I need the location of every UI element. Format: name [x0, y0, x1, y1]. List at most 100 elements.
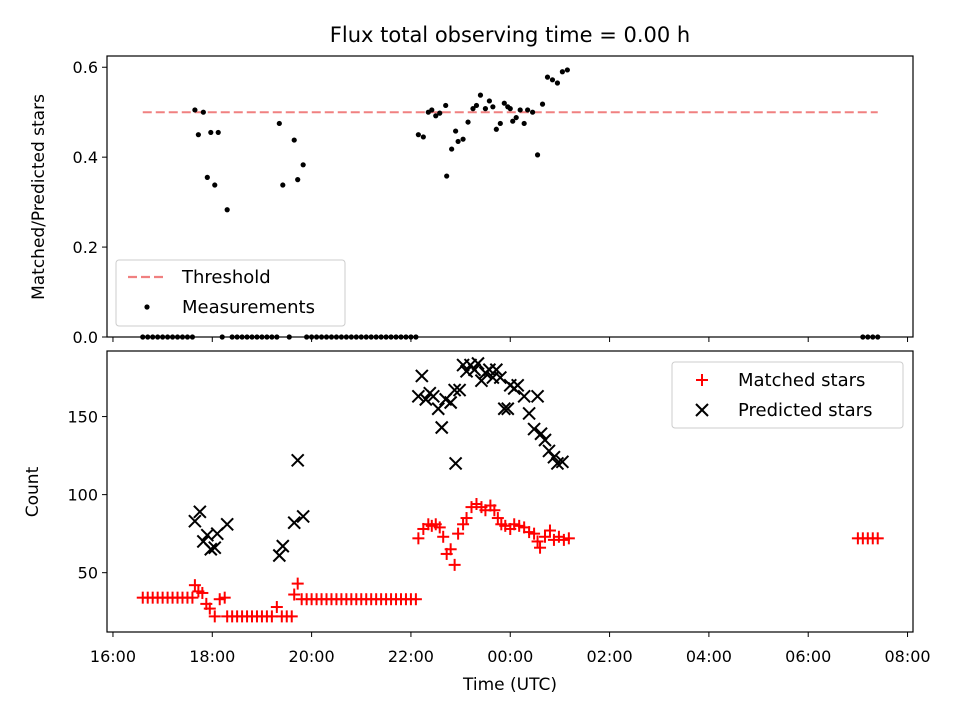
measurements-point: [415, 132, 421, 138]
measurements-point: [388, 334, 394, 340]
matched-stars-point: [534, 541, 547, 554]
measurements-point: [403, 334, 409, 340]
legend-label-matched-stars: Matched stars: [738, 370, 865, 391]
predicted-stars-point: [452, 383, 467, 397]
predicted-stars-point: [443, 395, 458, 410]
measurements-point: [408, 334, 414, 340]
matched-stars-point: [528, 527, 541, 540]
measurements-point: [280, 182, 286, 188]
count-y-tick-label: 150: [67, 408, 98, 427]
matched-stars-point: [188, 579, 201, 592]
measurements-point: [443, 102, 449, 109]
measurements-point: [473, 102, 480, 109]
x-tick-label: 04:00: [686, 647, 732, 666]
predicted-stars-point: [287, 516, 301, 530]
measurements-point: [328, 334, 335, 340]
ratio-y-tick-label: 0.2: [73, 238, 98, 257]
measurements-point: [539, 101, 546, 107]
predicted-stars-point: [448, 456, 463, 471]
x-tick-label: 06:00: [785, 647, 831, 666]
measurements-point: [525, 107, 531, 113]
measurements-point: [300, 162, 306, 168]
predicted-stars-point: [447, 383, 462, 397]
matched-stars-point: [196, 586, 209, 599]
measurements-point: [215, 129, 221, 136]
measurements-point: [529, 109, 536, 115]
predicted-stars-point: [204, 542, 218, 556]
predicted-stars-point: [276, 539, 290, 553]
measurements-point: [239, 334, 245, 340]
measurements-point: [507, 106, 513, 112]
measurements-point: [413, 334, 419, 340]
predicted-stars-point: [419, 392, 433, 407]
x-tick-label: 20:00: [289, 647, 335, 666]
measurements-point: [564, 67, 570, 73]
predicted-stars-point: [467, 363, 482, 377]
ratio-y-tick-label: 0.6: [73, 58, 98, 77]
measurements-point: [870, 334, 876, 340]
matched-stars-point: [285, 610, 298, 623]
measurements-point: [497, 120, 503, 127]
measurements-point: [510, 118, 516, 124]
predicted-stars-point: [501, 402, 515, 416]
predicted-stars-point: [527, 422, 541, 436]
measurements-point: [164, 334, 171, 340]
count-y-axis-label: Count: [23, 466, 43, 517]
measurements-point: [323, 334, 330, 340]
matched-stars-point: [457, 518, 470, 531]
matched-stars-point: [433, 521, 446, 534]
measurements-point: [486, 98, 492, 104]
measurements-point: [521, 120, 527, 127]
predicted-stars-point: [493, 370, 508, 385]
measurements-point: [155, 334, 161, 340]
measurements-point: [208, 129, 214, 136]
predicted-stars-point: [426, 389, 440, 403]
measurements-point: [343, 334, 349, 340]
predicted-stars-point: [415, 369, 429, 383]
matched-stars-point: [288, 588, 301, 601]
measurements-point: [304, 334, 310, 340]
matched-stars-point: [539, 530, 552, 543]
measurements-point: [313, 334, 320, 340]
ratio-y-ticks: 0.0 0.2 0.4 0.6: [73, 58, 107, 347]
x-tick-label: 18:00: [189, 647, 235, 666]
legend-label-measurements: Measurements: [182, 297, 315, 318]
matched-stars-point: [409, 593, 422, 606]
predicted-stars-point: [193, 505, 207, 519]
measurements-point: [276, 120, 282, 127]
predicted-stars-point: [522, 406, 536, 421]
predicted-stars-point: [497, 402, 511, 416]
measurements-point: [195, 132, 201, 138]
measurements-point: [383, 334, 389, 340]
measurements-point: [184, 334, 191, 340]
measurements-point: [229, 334, 235, 340]
x-tick-label: 22:00: [388, 647, 434, 666]
measurements-point: [234, 334, 240, 340]
measurements-point: [429, 107, 435, 113]
legend-label-threshold: Threshold: [181, 267, 271, 288]
predicted-stars-point: [296, 509, 310, 524]
measurements-point: [482, 106, 489, 112]
measurements-point: [460, 136, 466, 142]
predicted-stars-point: [459, 364, 474, 379]
count-y-tick-label: 50: [78, 564, 98, 583]
measurements-point: [477, 92, 484, 98]
measurements-point: [544, 74, 551, 80]
measurements-point: [420, 134, 426, 140]
ratio-marks: [140, 67, 881, 340]
measurements-point: [295, 177, 301, 183]
measurements-legend-swatch: [144, 304, 150, 310]
measurements-point: [513, 114, 519, 121]
matched-stars-point: [543, 524, 556, 537]
measurements-point: [160, 334, 166, 340]
measurements-point: [470, 106, 476, 112]
measurements-point: [449, 146, 455, 152]
matched-stars-point: [531, 535, 544, 548]
measurements-point: [244, 334, 250, 340]
measurements-point: [368, 334, 374, 340]
matched-stars-point: [491, 512, 504, 525]
x-tick-label: 02:00: [587, 647, 633, 666]
predicted-stars-point: [555, 455, 570, 469]
x-tick-label: 00:00: [487, 647, 533, 666]
